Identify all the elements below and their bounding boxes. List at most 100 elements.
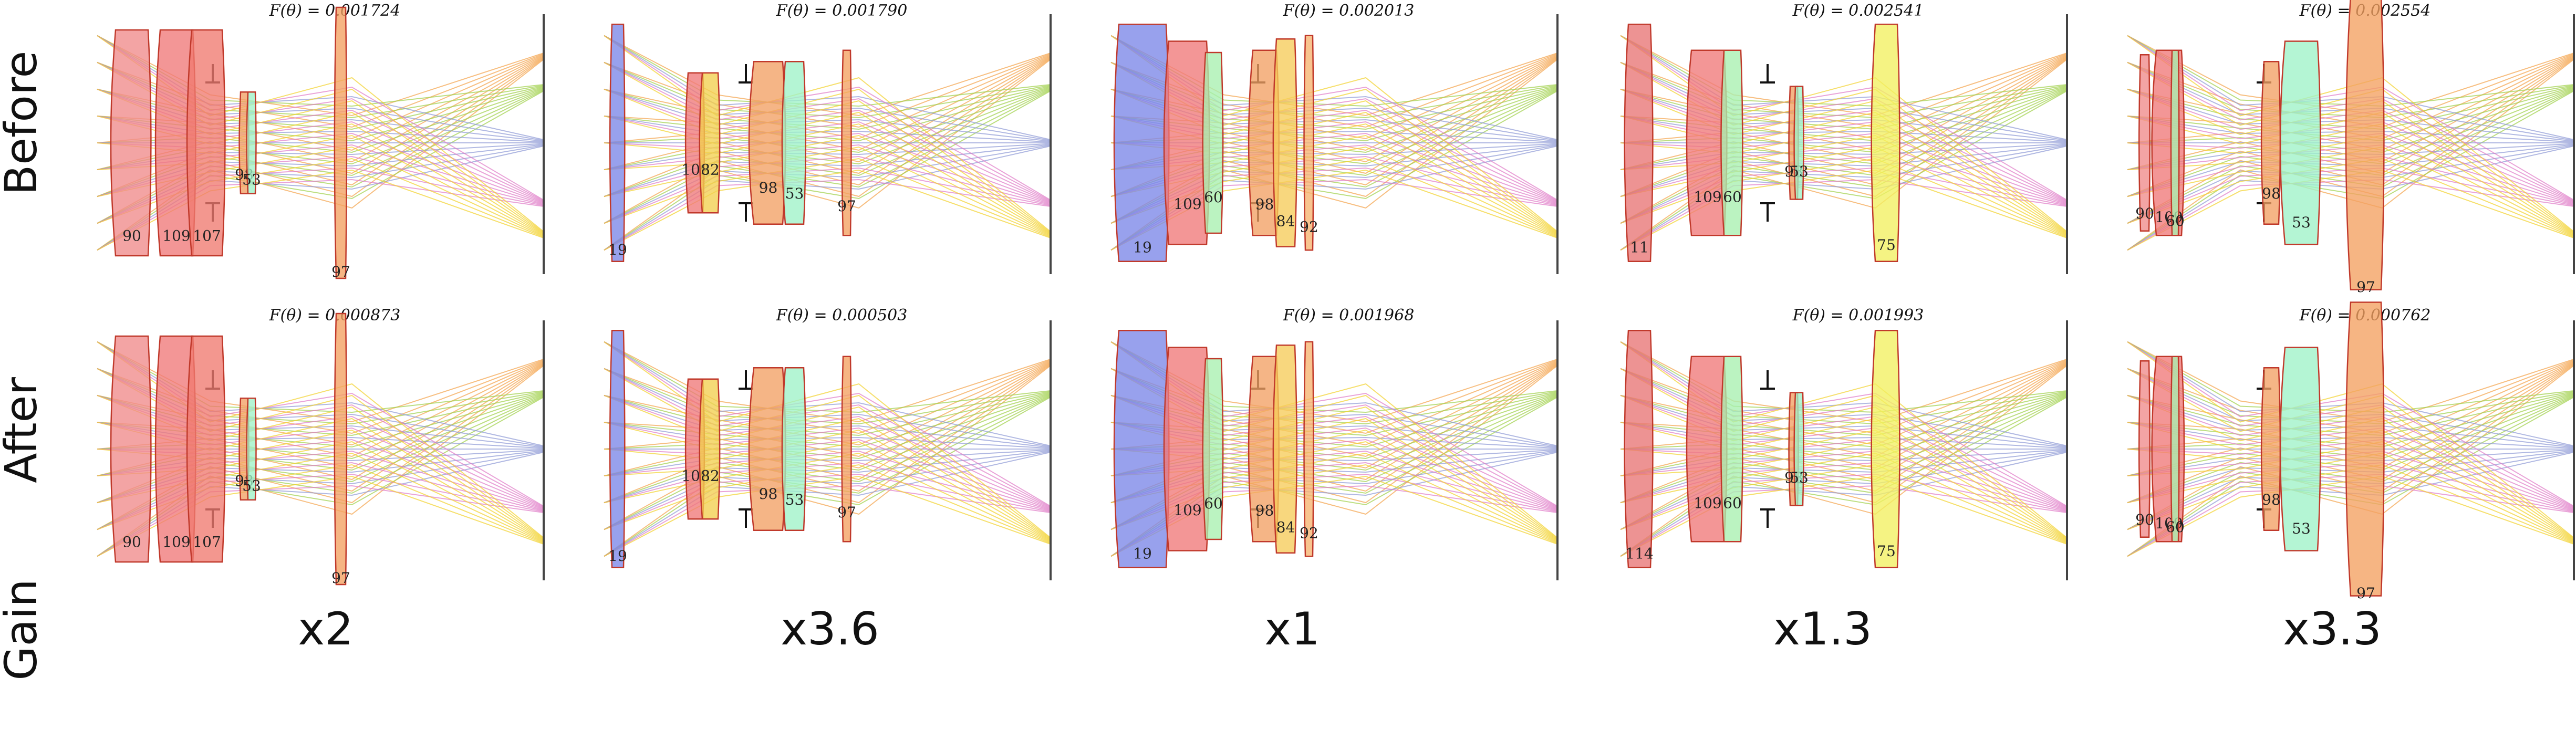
gain-label-3: x1 <box>1264 603 1320 655</box>
lens-glass-label: 109 <box>162 227 190 244</box>
lens-element: 97 <box>2345 301 2385 602</box>
lens-glass-label: 53 <box>2292 214 2311 231</box>
lens-glass-label: 60 <box>2166 518 2185 536</box>
lens-glass-label: 75 <box>1877 236 1896 254</box>
lens-element: 97 <box>837 356 856 543</box>
lens-glass-label: 92 <box>1300 524 1318 541</box>
lens-element: 90 <box>2135 54 2154 232</box>
lens-glass-label: 53 <box>2292 520 2311 537</box>
lens-element: 19 <box>608 24 627 262</box>
lens-element: 82 <box>699 72 721 214</box>
lens-element: 53 <box>242 91 261 194</box>
lens-glass-label: 98 <box>2262 185 2281 202</box>
lens-glass-label: 60 <box>1204 495 1223 512</box>
lens-glass-label: 90 <box>2135 205 2154 222</box>
lens-element: 19 <box>1113 330 1170 568</box>
lens-element: 60 <box>1202 358 1224 540</box>
objective-value: F(θ) = 0.000503 <box>776 306 908 325</box>
lens-element: 90 <box>110 29 152 257</box>
lens-glass-label: 109 <box>1173 195 1201 213</box>
lens-element: 90 <box>2135 360 2154 538</box>
lens-glass-label: 90 <box>122 227 141 244</box>
lens-glass-label: 19 <box>608 241 627 258</box>
lens-element: 19 <box>608 330 627 568</box>
ray-bundle <box>604 35 1051 251</box>
lens-element: 84 <box>1272 38 1297 248</box>
lens-element: 60 <box>2166 49 2185 236</box>
lens-glass-label: 107 <box>193 533 221 550</box>
lens-glass-label: 97 <box>837 504 856 521</box>
lens-glass-label: 53 <box>785 491 804 508</box>
lens-glass-label: 82 <box>701 161 720 179</box>
lens-element: 92 <box>1300 341 1318 557</box>
lens-glass-label: 98 <box>1255 502 1274 519</box>
objective-value: F(θ) = 0.001968 <box>1283 306 1415 325</box>
ray-bundle <box>97 341 544 557</box>
lens-element: 82 <box>699 378 721 520</box>
lens-element: 90 <box>110 335 152 563</box>
lens-glass-label: 19 <box>1133 545 1152 562</box>
lens-glass-label: 97 <box>331 569 350 587</box>
lens-element: 60 <box>1720 49 1743 236</box>
lens-element: 60 <box>1720 356 1743 543</box>
lens-element: 53 <box>2279 40 2321 245</box>
lens-glass-label: 82 <box>701 467 720 485</box>
lens-glass-label: 109 <box>162 533 190 550</box>
lens-glass-label: 109 <box>1173 502 1201 519</box>
lens-glass-label: 84 <box>1276 212 1295 230</box>
panel-after-4: F(θ) = 0.00199311410960985375 <box>1620 306 2068 580</box>
lens-element: 114 <box>1624 330 1654 568</box>
lens-glass-label: 98 <box>759 485 778 503</box>
gain-label-1: x2 <box>298 603 354 655</box>
objective-value: F(θ) = 0.001790 <box>776 2 908 20</box>
lens-element: 98 <box>748 60 786 225</box>
lens-glass-label: 84 <box>1276 518 1295 536</box>
ray-bundle <box>1620 341 2068 557</box>
lens-glass-label: 92 <box>1300 218 1318 235</box>
aperture-stop <box>739 64 753 222</box>
aperture-stop <box>739 370 753 528</box>
panel-before-4: F(θ) = 0.0025411110960985375 <box>1620 2 2068 274</box>
lens-element: 11 <box>1624 24 1654 262</box>
lens-element: 107 <box>186 29 226 257</box>
lens-glass-label: 75 <box>1877 543 1896 560</box>
aperture-stop <box>1760 370 1775 528</box>
lens-element: 75 <box>1871 330 1900 568</box>
lens-element: 53 <box>1790 86 1809 200</box>
lens-glass-label: 97 <box>2356 278 2375 296</box>
lens-element: 53 <box>242 398 261 501</box>
lens-glass-label: 109 <box>1694 494 1721 512</box>
lens-element: 60 <box>2166 356 2185 543</box>
lens-glass-label: 53 <box>1790 469 1809 486</box>
lens-element: 98 <box>2260 60 2281 225</box>
lens-element: 60 <box>1202 51 1224 234</box>
lens-glass-label: 97 <box>331 263 350 280</box>
lens-glass-label: 53 <box>1790 163 1809 180</box>
lens-element: 19 <box>1113 24 1170 262</box>
lens-element: 98 <box>2260 367 2281 531</box>
lens-glass-label: 98 <box>759 179 778 196</box>
lens-glass-label: 114 <box>1625 545 1653 562</box>
lens-glass-label: 53 <box>785 185 804 202</box>
lens-glass-label: 107 <box>193 227 221 244</box>
lens-element: 97 <box>2345 0 2385 296</box>
lens-element: 97 <box>331 312 350 587</box>
lens-element: 92 <box>1300 35 1318 251</box>
ray-bundle <box>604 341 1051 557</box>
lens-element: 53 <box>781 60 806 225</box>
lens-element: 98 <box>748 367 786 531</box>
lens-glass-label: 11 <box>1630 239 1649 256</box>
lens-glass-label: 60 <box>2166 212 2185 230</box>
lens-glass-label: 19 <box>608 547 627 565</box>
lens-glass-label: 97 <box>2356 585 2375 602</box>
lens-element: 107 <box>186 335 226 563</box>
lens-element: 53 <box>2279 347 2321 551</box>
lens-glass-label: 90 <box>2135 511 2154 528</box>
